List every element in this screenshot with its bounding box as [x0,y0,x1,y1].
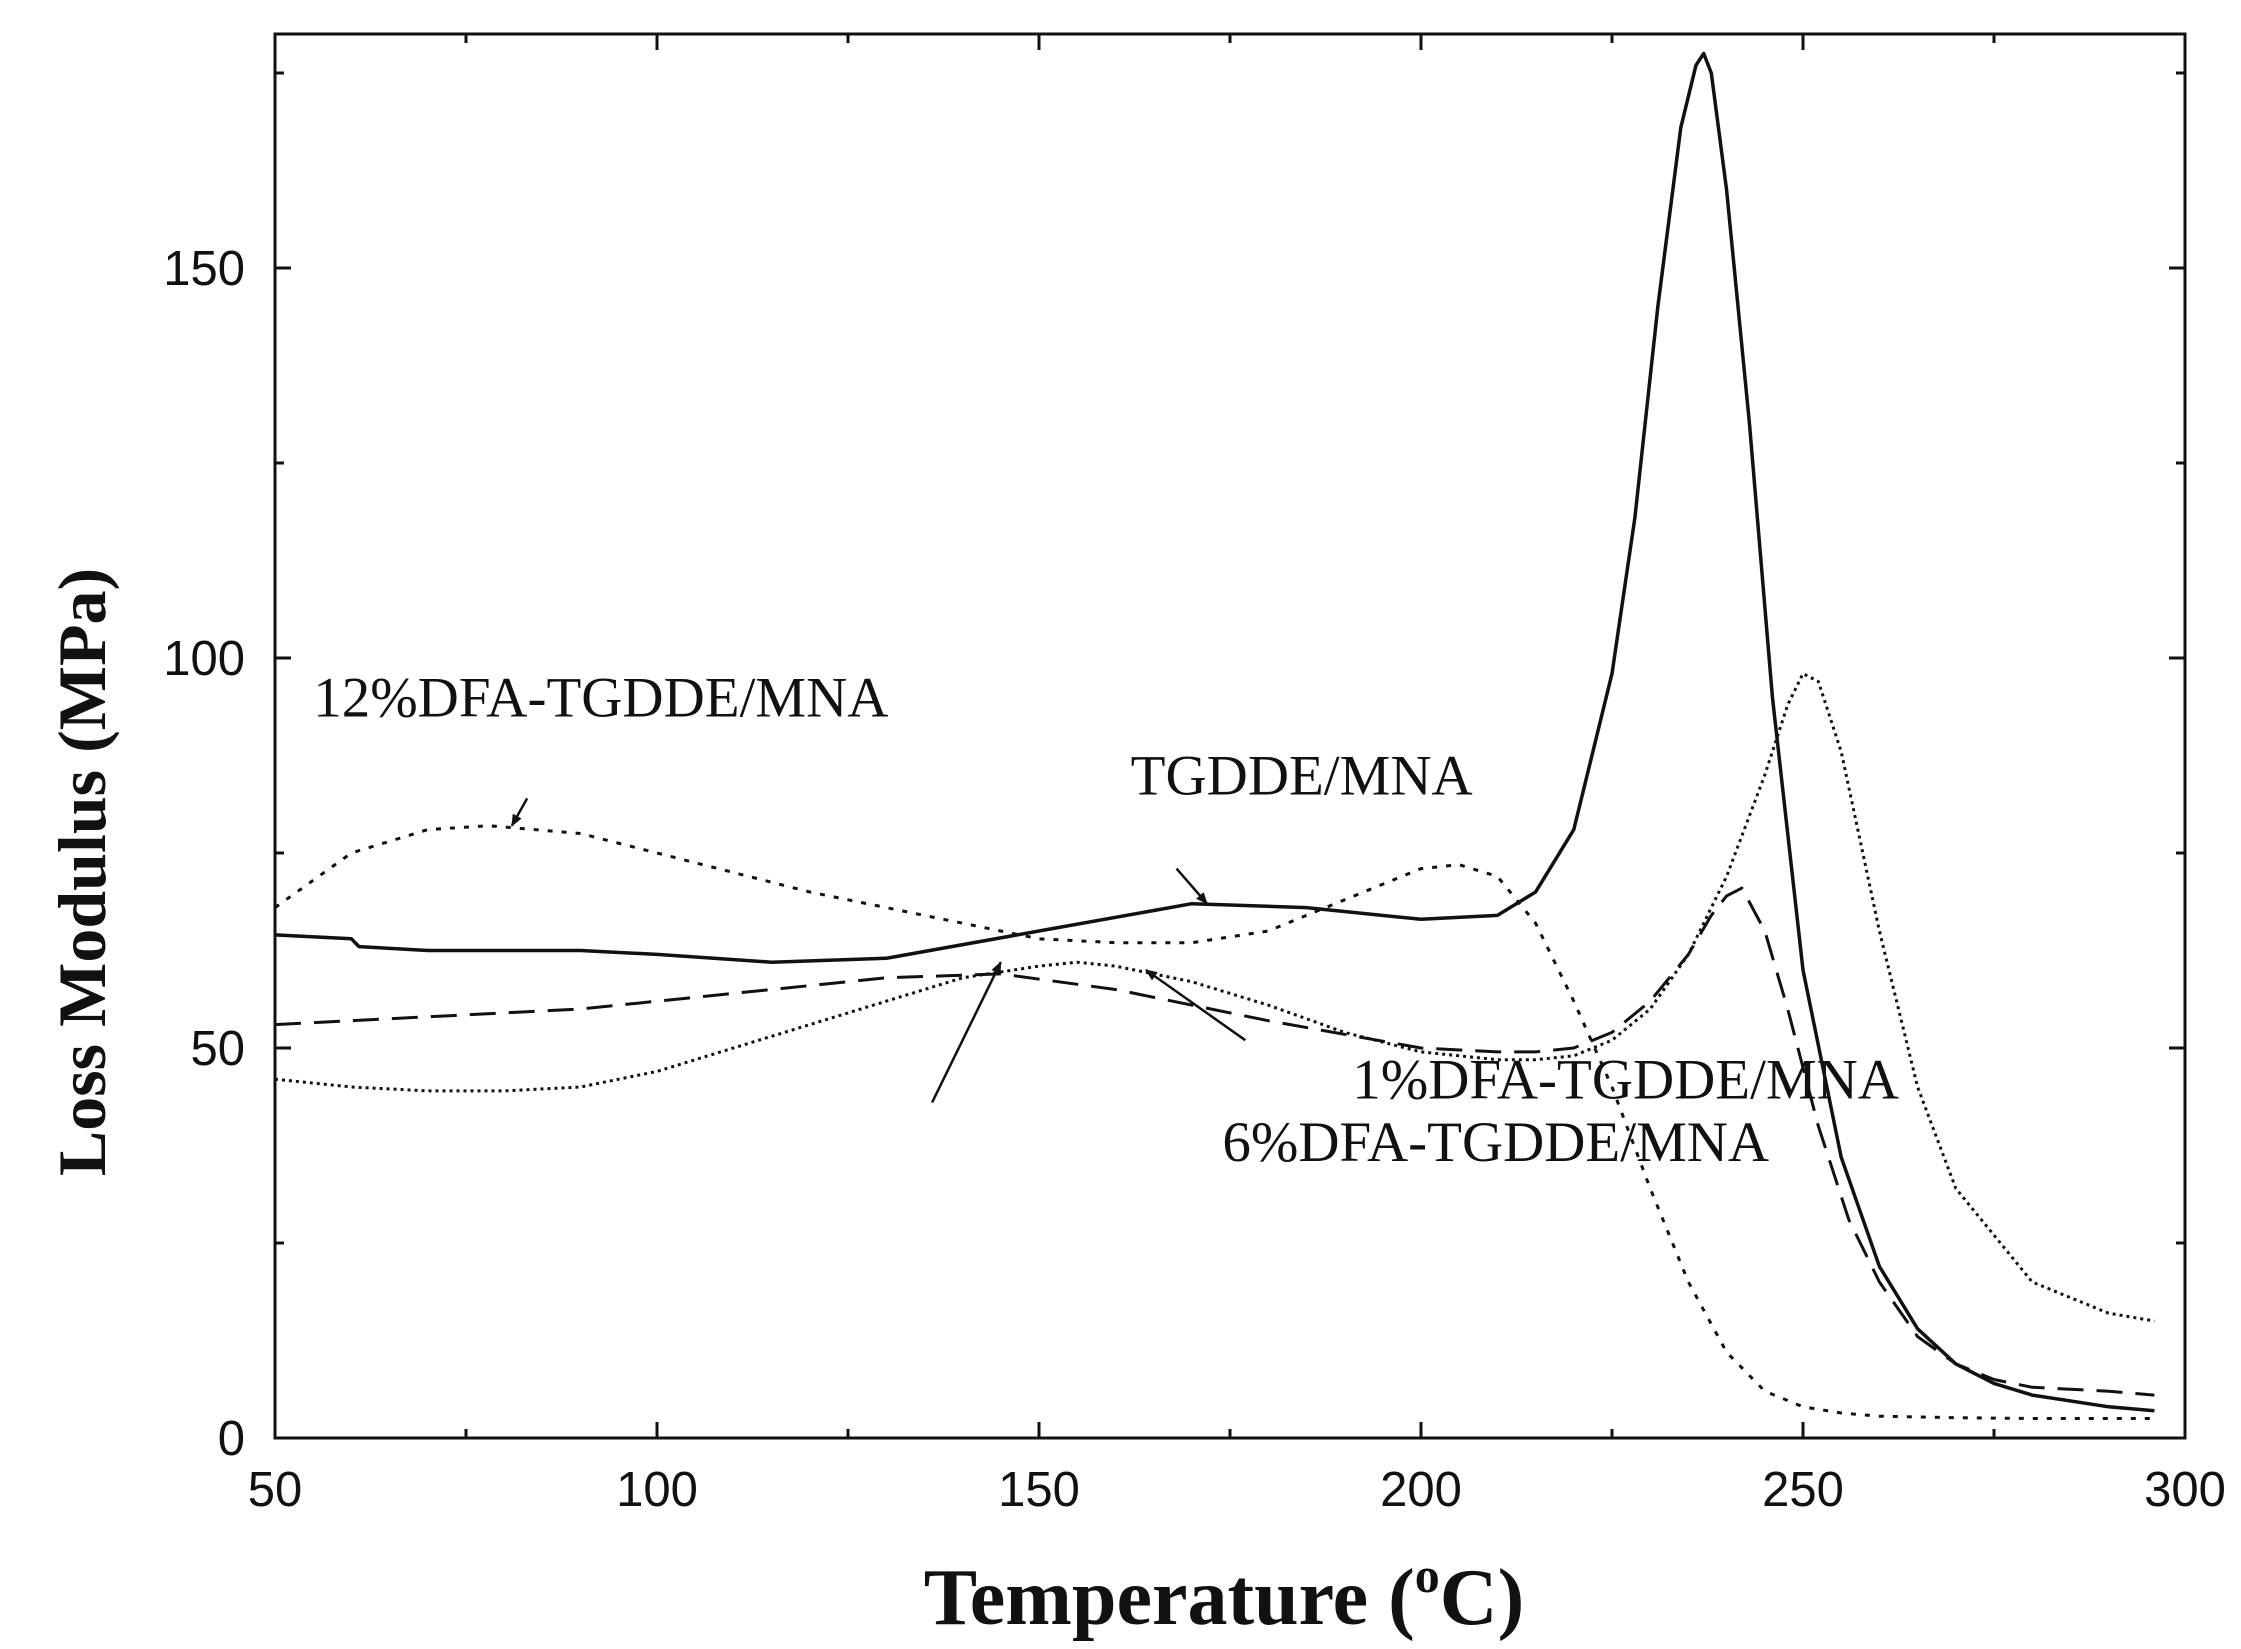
x-axis-title: Temperature (oC) [924,1547,1524,1642]
x-tick-label-200: 200 [1380,1463,1462,1517]
series-lines [274,51,2155,1420]
annotation-arrow-tgdde-mna [1175,867,1209,905]
series-line-tgdde-mna [274,51,2155,1413]
x-axis-tick-labels: 50 100 150 200 250 300 [248,1463,2226,1517]
y-axis-title: Loss Modulus (MPa) [44,568,120,1176]
series-line-1pctdfa-tgdde-mna [274,886,2155,1397]
x-tick-label-250: 250 [1762,1463,1844,1517]
y-axis-tick-labels: 0 50 100 150 [163,242,245,1466]
x-axis-title-superscript: o [1415,1547,1440,1603]
x-tick-label-50: 50 [248,1463,303,1517]
plot-frame [273,32,2187,1440]
y-axis-ticks [275,71,2185,1440]
y-tick-label-150: 150 [163,242,245,296]
x-axis-title-unit: C) [1440,1554,1524,1642]
annotation-arrow-12pctdfa-tgdde-mna [510,797,529,827]
series-line-12pctdfa-tgdde-mna [274,824,2155,1420]
x-axis-ticks [273,34,2187,1438]
x-tick-label-150: 150 [998,1463,1080,1517]
y-tick-label-50: 50 [190,1022,245,1076]
annotation-arrows [510,797,1247,1104]
annotation-label-6pctdfa-tgdde-mna: 6%DFA-TGDDE/MNA [1222,1111,1769,1174]
annotation-arrow-6pctdfa-tgdde-mna [930,961,1002,1104]
x-tick-label-100: 100 [616,1463,698,1517]
annotation-label-tgdde-mna: TGDDE/MNA [1131,745,1473,808]
y-tick-label-100: 100 [163,632,245,686]
x-tick-label-300: 300 [2144,1463,2226,1517]
annotation-label-1pctdfa-tgdde-mna: 1%DFA-TGDDE/MNA [1352,1049,1899,1112]
y-tick-label-0: 0 [218,1412,245,1466]
annotation-labels: 12%DFA-TGDDE/MNA TGDDE/MNA 1%DFA-TGDDE/MNA… [313,667,1899,1175]
annotation-label-12pctdfa-tgdde-mna: 12%DFA-TGDDE/MNA [313,667,888,730]
annotation-arrow-1pctdfa-tgdde-mna [1145,968,1247,1042]
